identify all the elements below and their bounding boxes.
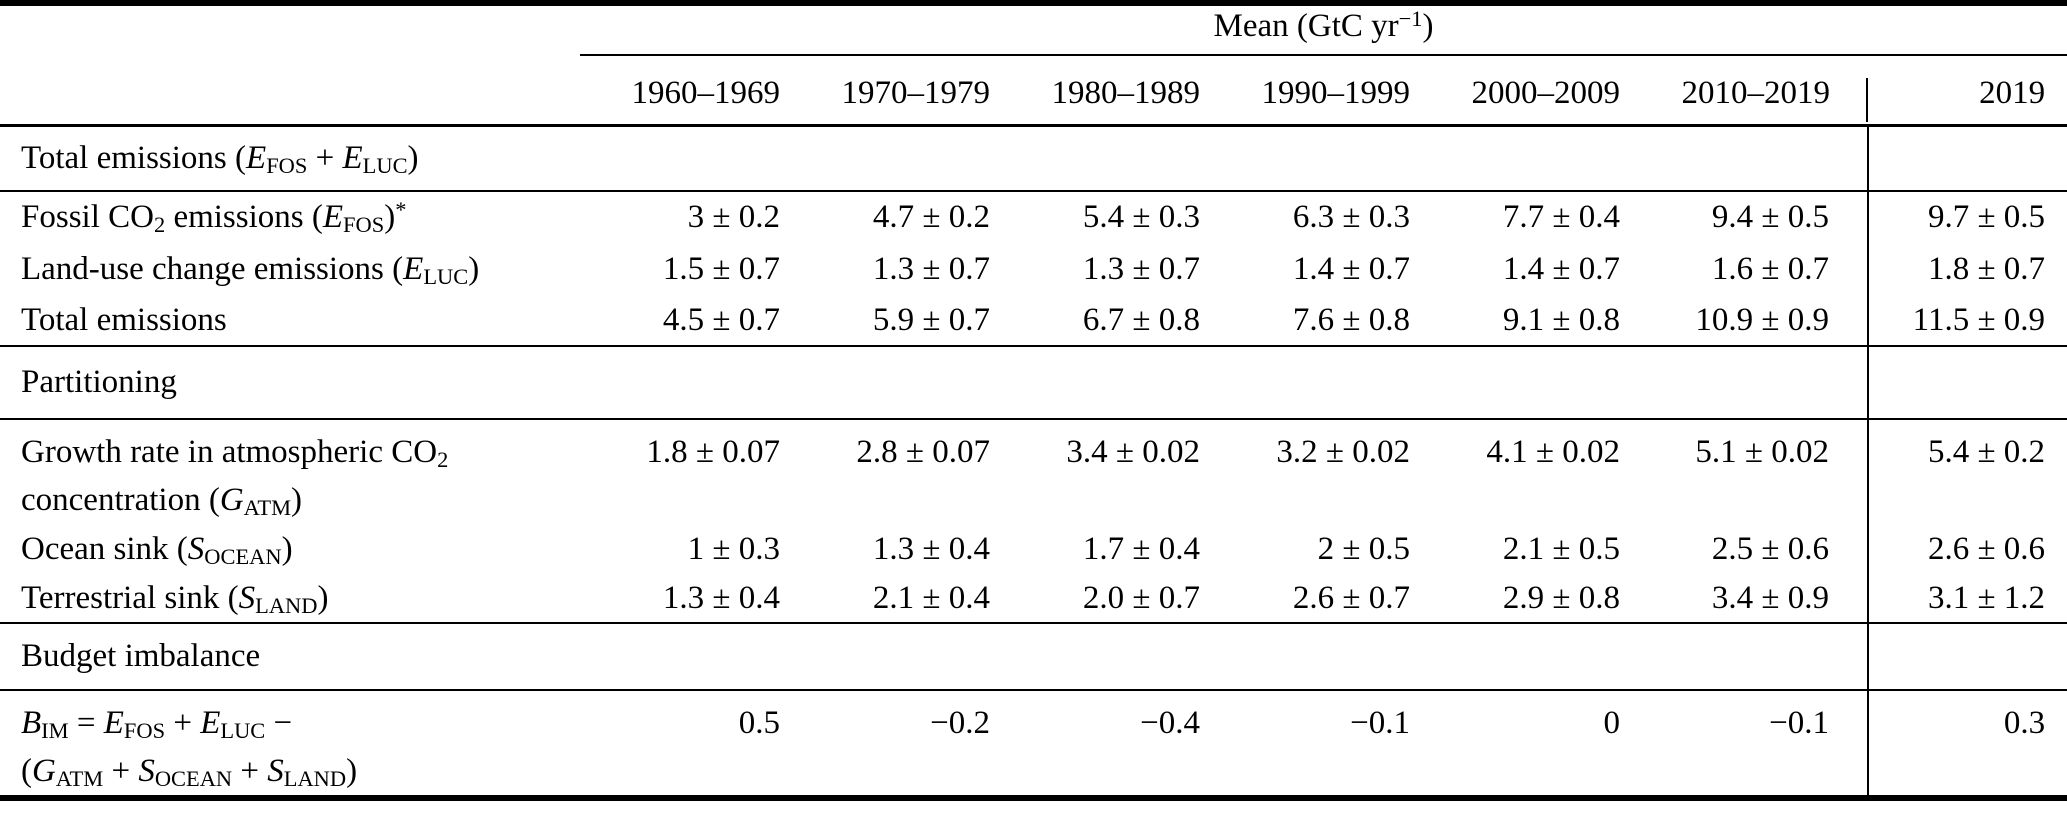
- value-cell: 9.1 ± 0.8: [1502, 301, 1620, 338]
- value-cell: 2.6 ± 0.6: [1927, 530, 2046, 567]
- value-cell: 1.6 ± 0.7: [1630, 243, 1869, 295]
- value-cell: 2.8 ± 0.07: [856, 434, 990, 470]
- budget-imbalance-section: Budget imbalance: [0, 623, 2067, 690]
- value-cell: 1.3 ± 0.4: [872, 530, 990, 567]
- value-cell: 4.7 ± 0.2: [872, 199, 990, 236]
- section-header-label: Budget imbalance: [0, 623, 1869, 690]
- value-cell: 1.3 ± 0.7: [872, 250, 990, 287]
- unit-header: Mean (GtC yr−1): [580, 3, 2067, 56]
- value-cell: −0.1: [1630, 690, 1869, 798]
- value-cell: 1.7 ± 0.4: [1082, 530, 1200, 567]
- value-cell: 2.1 ± 0.4: [872, 579, 990, 616]
- row-label: Fossil CO2 emissions (EFOS)*: [21, 196, 407, 237]
- table-row-terrestrial-sink: Terrestrial sink (SLAND) 1.3 ± 0.4 2.1 ± 0…: [0, 574, 2067, 623]
- value-cell: 1.3 ± 0.7: [1082, 250, 1200, 287]
- value-cell: 2.6 ± 0.7: [1292, 579, 1410, 616]
- row-label: Land-use change emissions (ELUC): [21, 250, 480, 289]
- row-label: Terrestrial sink (SLAND): [21, 579, 329, 618]
- value-cell: 1.8 ± 0.07: [646, 434, 780, 470]
- value-cell: 1.3 ± 0.4: [662, 579, 780, 616]
- row-label: Total emissions: [21, 301, 227, 338]
- section-header-spacer: [1868, 623, 2067, 690]
- value-cell: 4.5 ± 0.7: [662, 301, 780, 338]
- value-cell: 1.8 ± 0.7: [1927, 250, 2046, 287]
- row-label: Ocean sink (SOCEAN): [21, 530, 293, 569]
- value-cell: 3.4 ± 0.02: [1066, 434, 1200, 470]
- section-header-label: Total emissions (EFOS + ELUC): [0, 125, 1869, 191]
- table-row-ocean-sink: Ocean sink (SOCEAN) 1 ± 0.3 1.3 ± 0.4 1.7 ±…: [0, 524, 2067, 574]
- value-cell: 7.6 ± 0.8: [1292, 301, 1410, 338]
- table-row-budget-imbalance-formula: BIM = EFOS + ELUC − (GATM + SOCEAN + SLAN…: [0, 690, 2067, 798]
- value-cell: 3.4 ± 0.9: [1630, 574, 1869, 623]
- section-header-spacer: [1868, 125, 2067, 191]
- table-row-total-emissions: Total emissions 4.5 ± 0.7 5.9 ± 0.7 6.7 ± 0…: [0, 295, 2067, 346]
- value-cell: 2 ± 0.5: [1317, 530, 1410, 567]
- column-header-1960-1969: 1960–1969: [631, 75, 781, 112]
- column-header-1990-1999: 1990–1999: [1261, 75, 1411, 112]
- column-header-1980-1989: 1980–1989: [1051, 75, 1201, 112]
- value-cell: 5.4 ± 0.2: [1927, 434, 2046, 470]
- unit-header-row: Mean (GtC yr−1): [0, 3, 2067, 56]
- column-header-2010-2019: 2010–2019: [1681, 75, 1831, 112]
- column-header-1970-1979: 1970–1979: [841, 75, 991, 112]
- value-cell: 0.5: [738, 705, 780, 741]
- column-header-2000-2009: 2000–2009: [1471, 75, 1621, 112]
- value-cell: 3.2 ± 0.02: [1276, 434, 1410, 470]
- value-cell: 0.3: [2003, 705, 2046, 741]
- table-row-growth-rate-atmospheric-co2: Growth rate in atmospheric CO2 concentrat…: [0, 419, 2067, 524]
- value-cell: 2.1 ± 0.5: [1502, 530, 1620, 567]
- value-cell: 9.7 ± 0.5: [1927, 199, 2046, 236]
- column-header-2019: 2019: [1979, 75, 2046, 112]
- value-cell: 1.4 ± 0.7: [1292, 250, 1410, 287]
- table-row-fossil-co2-emissions: Fossil CO2 emissions (EFOS)* 3 ± 0.2 4.7 ±…: [0, 191, 2067, 243]
- section-header-label: Partitioning: [0, 346, 1869, 419]
- value-cell: 5.1 ± 0.02: [1630, 419, 1869, 524]
- section-header-spacer: [1868, 346, 2067, 419]
- value-cell: 6.3 ± 0.3: [1292, 199, 1410, 236]
- table-row-land-use-change-emissions: Land-use change emissions (ELUC) 1.5 ± 0.…: [0, 243, 2067, 295]
- value-cell: 10.9 ± 0.9: [1630, 295, 1869, 346]
- value-cell: 11.5 ± 0.9: [1912, 301, 2046, 338]
- value-cell: 1.5 ± 0.7: [662, 250, 780, 287]
- value-cell: 7.7 ± 0.4: [1502, 199, 1620, 236]
- value-cell: 1.4 ± 0.7: [1502, 250, 1620, 287]
- value-cell: 2.9 ± 0.8: [1502, 579, 1620, 616]
- value-cell: 3 ± 0.2: [687, 199, 780, 236]
- value-cell: 1 ± 0.3: [687, 530, 780, 567]
- total-emissions-section: Total emissions (EFOS + ELUC): [0, 125, 2067, 191]
- value-cell: 5.4 ± 0.3: [1082, 199, 1200, 236]
- value-cell: −0.2: [930, 705, 990, 741]
- year-header-row: 1960–1969 1970–1979 1980–1989 1990–1999 2000…: [0, 55, 2067, 125]
- value-cell: 9.4 ± 0.5: [1630, 191, 1869, 243]
- value-cell: −0.1: [1350, 705, 1410, 741]
- value-cell: 2.0 ± 0.7: [1082, 579, 1200, 616]
- value-cell: 3.1 ± 1.2: [1927, 579, 2046, 616]
- row-label: Growth rate in atmospheric CO2 concentrat…: [21, 434, 449, 520]
- value-cell: 2.5 ± 0.6: [1630, 524, 1869, 574]
- unit-header-spacer: [0, 3, 580, 55]
- value-cell: 6.7 ± 0.8: [1082, 301, 1200, 338]
- value-cell: −0.4: [1140, 705, 1200, 741]
- value-cell: 4.1 ± 0.02: [1486, 434, 1620, 470]
- value-cell: 5.9 ± 0.7: [872, 301, 990, 338]
- partitioning-section: Partitioning: [0, 346, 2067, 419]
- year-header-spacer: [0, 55, 580, 125]
- value-cell: 0: [1603, 705, 1621, 741]
- row-label: BIM = EFOS + ELUC − (GATM + SOCEAN + SLAN…: [21, 705, 358, 791]
- column-divider-bar: [1866, 78, 1868, 122]
